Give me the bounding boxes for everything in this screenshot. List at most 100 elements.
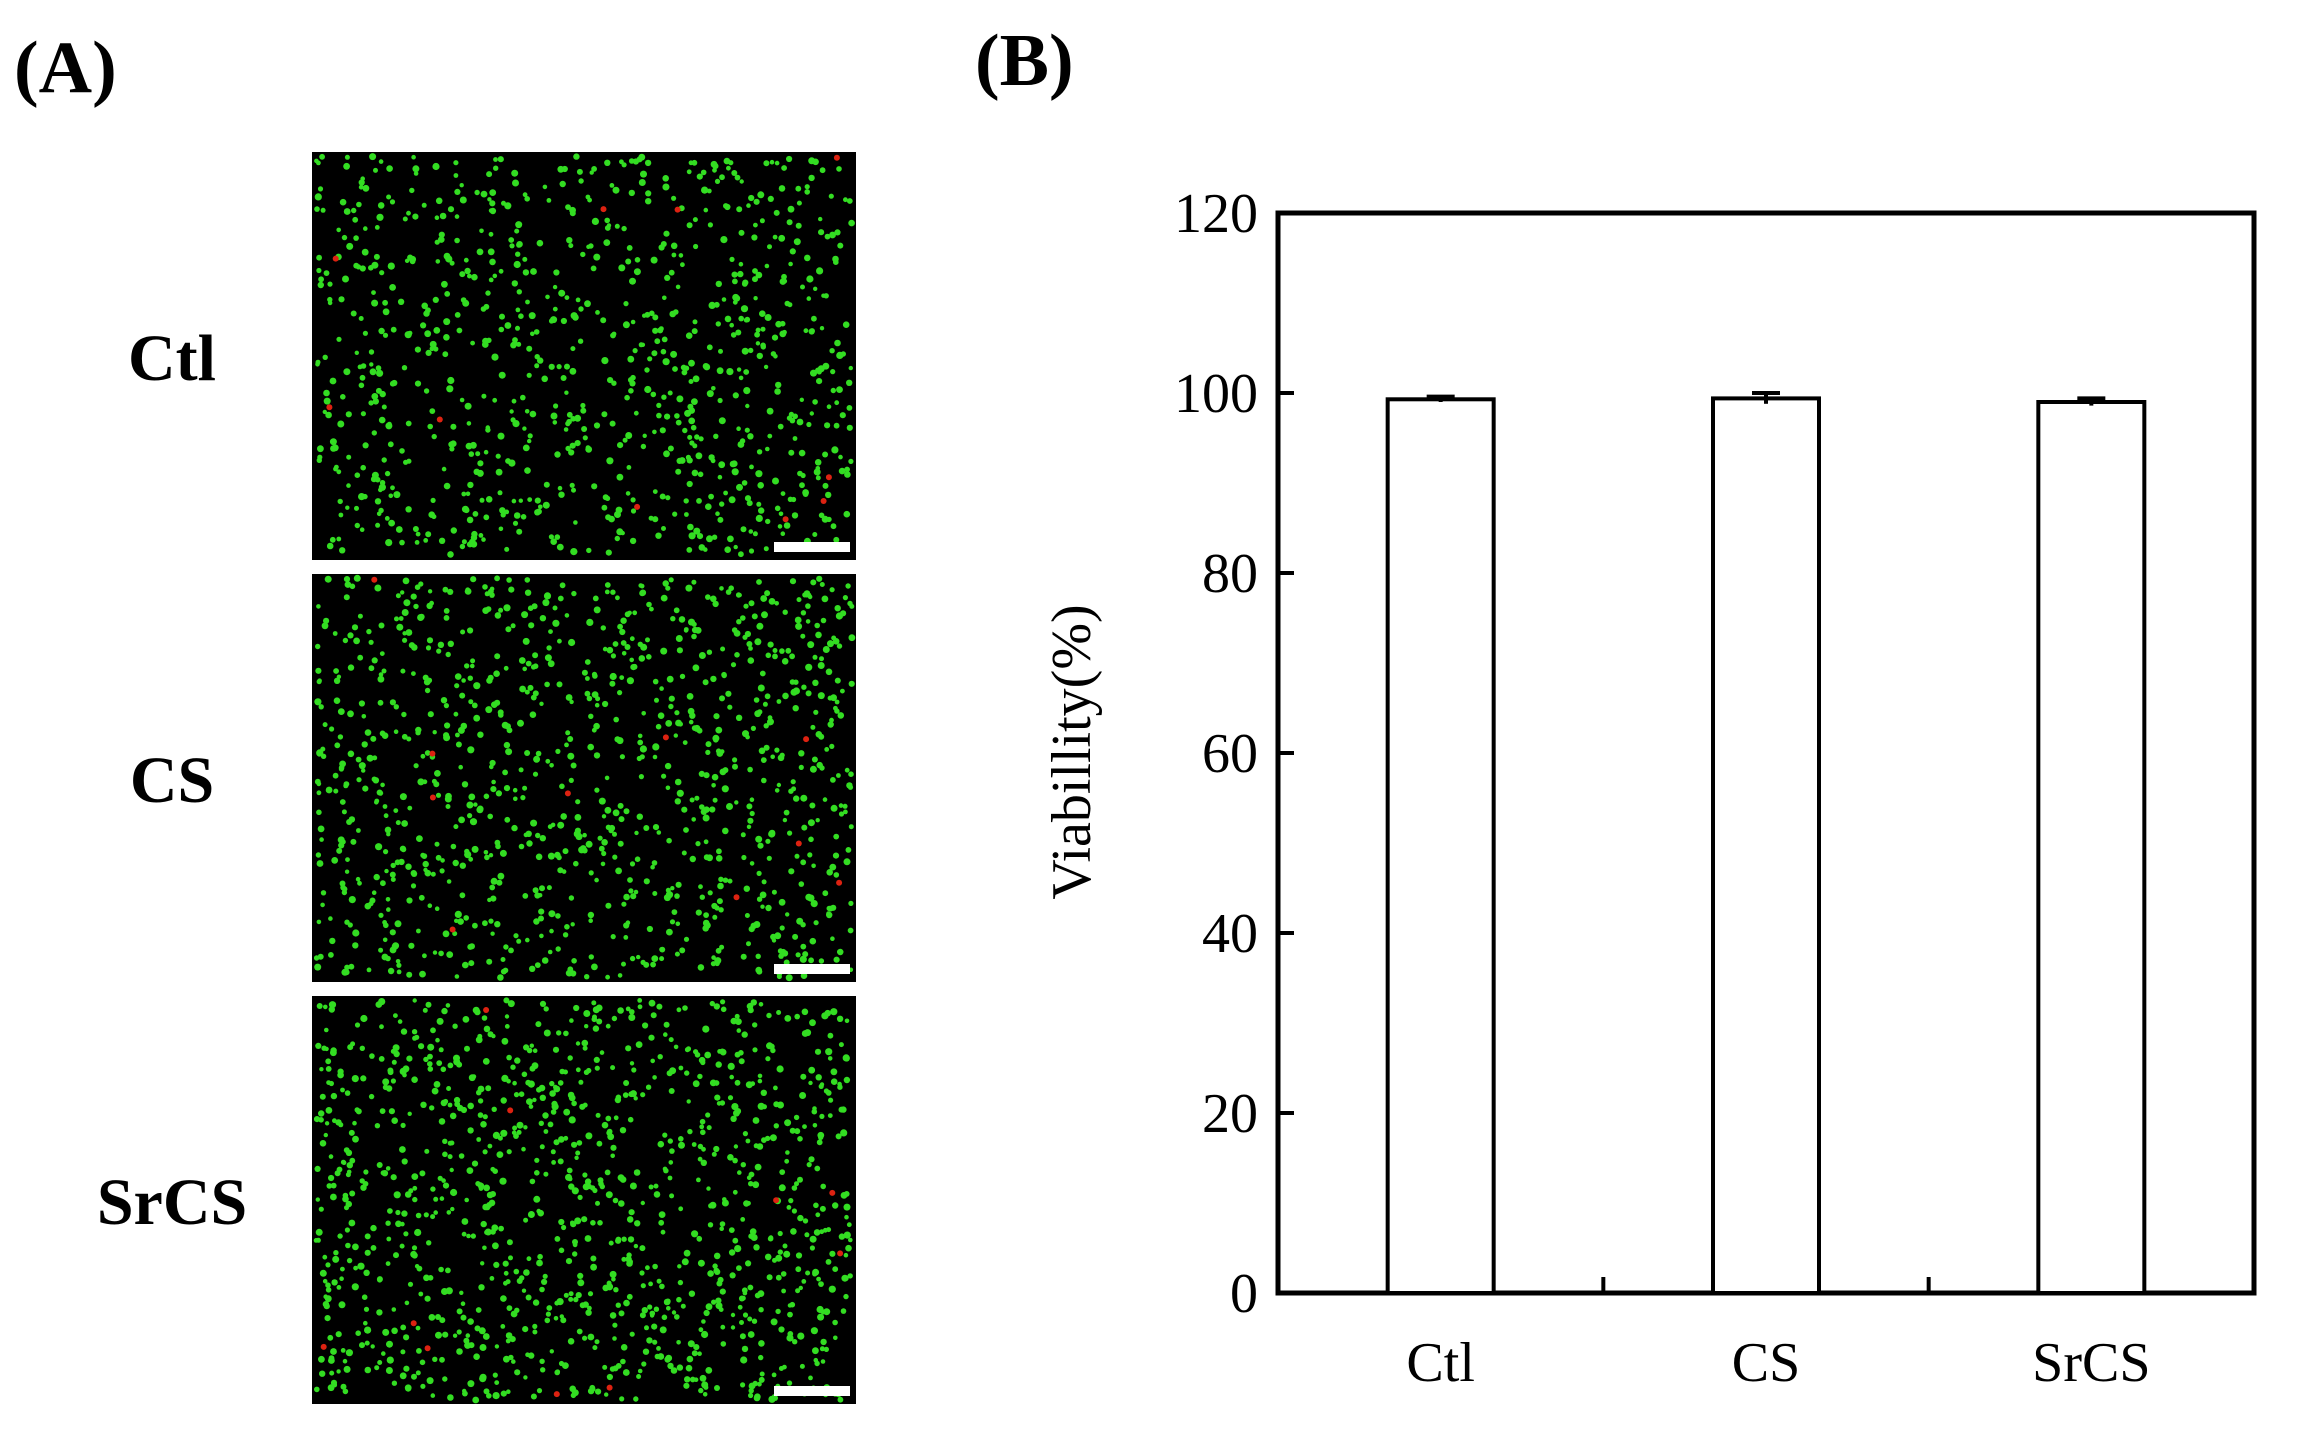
live-cell [419,1170,426,1177]
live-cell [434,841,440,847]
live-cell [813,920,819,926]
live-cell [339,198,347,206]
live-cell [534,363,540,369]
live-cell [395,526,403,533]
live-cell [343,208,351,215]
live-cell [549,928,554,934]
live-cell [515,221,523,229]
live-cell [368,665,375,672]
live-cell [459,397,465,403]
live-cell [639,1245,646,1252]
live-cell [820,1359,826,1364]
live-cell [503,997,510,1004]
live-cell [744,630,752,638]
live-cell [520,795,526,801]
live-cell [622,1369,630,1376]
live-cell [629,861,636,867]
live-cell [442,1138,448,1145]
live-cell [848,219,855,227]
live-cell [478,533,484,538]
live-cell [363,1320,368,1326]
live-cell [644,159,652,167]
live-cell [447,1140,453,1146]
live-cell [408,642,415,649]
live-cell [475,1036,483,1044]
live-cell [438,537,446,544]
live-cell [388,519,395,527]
live-cell [351,207,357,214]
live-cell [535,1021,542,1028]
live-cell [568,895,575,901]
live-cell [784,1119,792,1127]
live-cell [794,1181,799,1187]
live-cell [779,1169,786,1175]
live-cell [450,843,457,850]
live-cell [662,580,669,587]
live-cell [628,888,634,894]
live-cell [689,1376,696,1383]
live-cell [427,903,433,908]
live-cell [592,595,599,602]
live-cell [569,699,574,705]
live-cell [798,750,805,757]
live-cell [737,270,744,278]
live-cell [715,855,723,862]
live-cell [676,395,684,403]
live-cell [734,1013,740,1019]
live-cell [468,856,474,862]
live-cell [488,208,494,214]
live-cell [730,1312,736,1318]
live-cell [799,397,804,402]
live-cell [739,179,744,184]
live-cell [668,695,675,702]
live-cell [733,1144,739,1149]
live-cell [400,1122,406,1128]
live-cell [378,159,384,164]
live-cell [461,539,467,545]
live-cell [485,290,491,296]
live-cell [778,898,786,906]
live-cell [324,575,332,583]
live-cell [459,892,466,899]
live-cell [525,660,532,667]
live-cell [638,774,645,780]
live-cell [587,743,594,751]
live-cell [819,1113,825,1119]
live-cell [677,1279,684,1286]
live-cell [644,367,650,373]
live-cell [567,1338,575,1345]
live-cell [552,284,558,290]
live-cell [592,1345,598,1351]
live-cell [570,1221,577,1228]
live-cell [497,709,504,716]
live-cell [621,225,627,232]
live-cell [702,1392,708,1397]
live-cell [387,967,395,975]
live-cell [691,725,698,731]
live-cell [645,1084,652,1090]
live-cell [584,1178,592,1185]
live-cell [594,702,600,708]
live-cell [826,1227,832,1233]
live-cell [548,910,556,918]
dead-cell [782,516,789,523]
live-cell [727,878,733,884]
live-cell [467,813,473,819]
live-cell [740,832,746,838]
live-cell [550,412,558,420]
live-cell [345,1200,352,1208]
live-cell [729,1074,734,1080]
live-cell [473,714,481,722]
live-cell [321,622,329,630]
live-cell [357,654,364,661]
live-cell [830,936,835,941]
dead-cell [410,1320,417,1327]
live-cell [399,1243,405,1249]
live-cell [489,189,497,197]
live-cell [764,590,771,597]
live-cell [425,349,432,356]
live-cell [374,798,380,804]
live-cell [848,365,853,371]
live-cell [333,1250,339,1256]
live-cell [345,505,350,510]
